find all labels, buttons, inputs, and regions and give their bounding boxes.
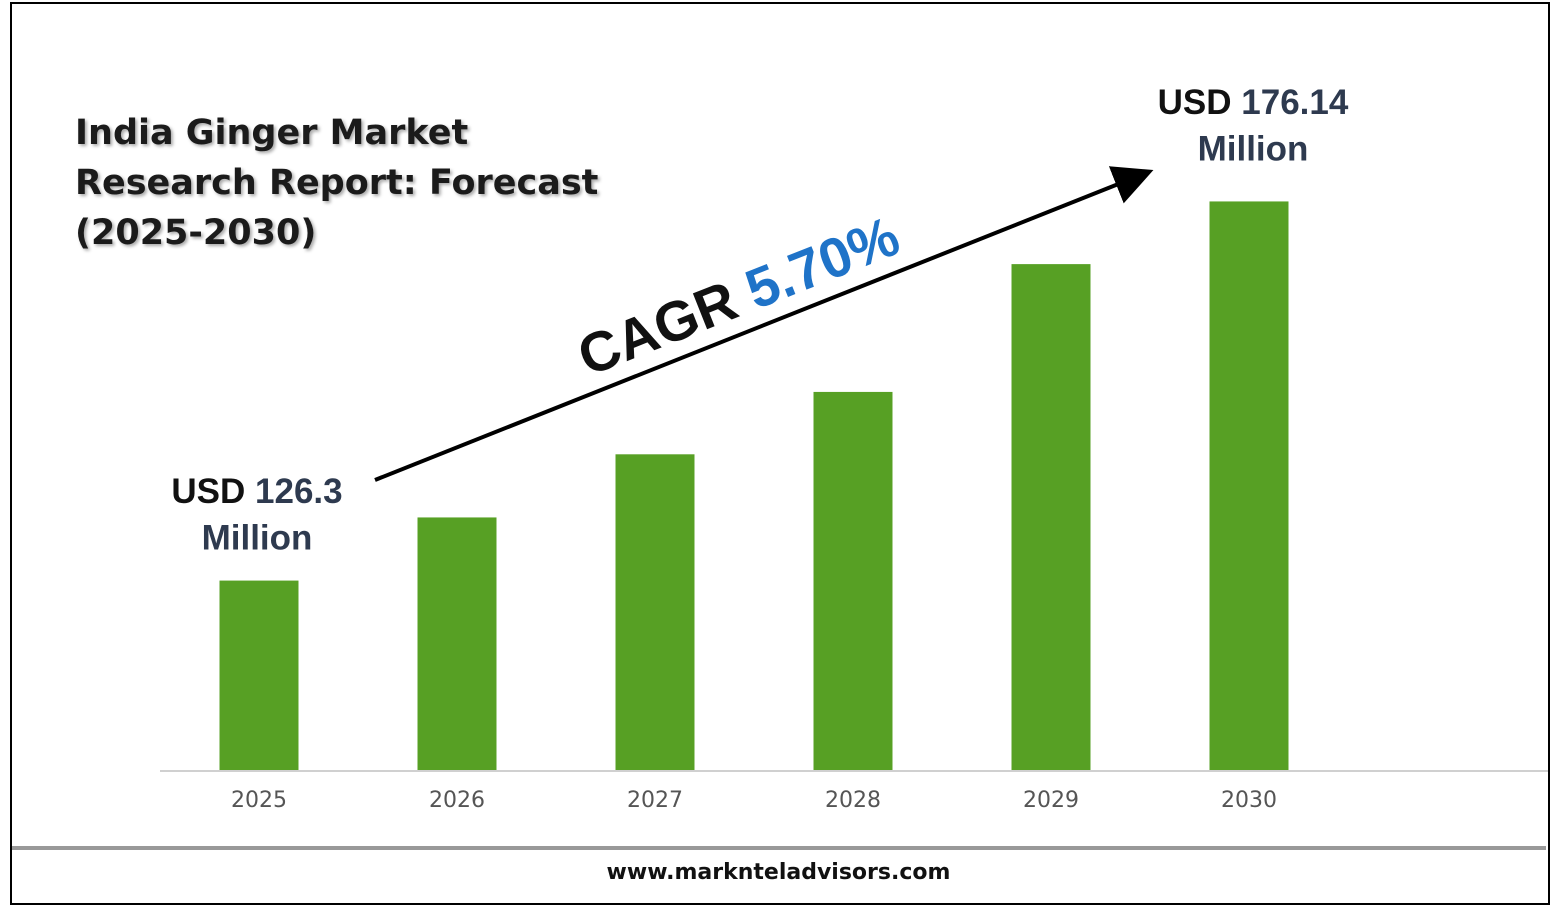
- cagr-arrow: [374, 166, 1154, 482]
- frame: [10, 2, 1550, 905]
- value-label: USD 176.14: [1158, 83, 1349, 122]
- x-tick-label: 2027: [627, 788, 683, 813]
- bar: [219, 580, 299, 770]
- value-label-unit: Million: [202, 518, 313, 557]
- bar: [1209, 201, 1289, 771]
- value-label-prefix: USD: [1158, 83, 1232, 122]
- value-label-prefix: USD: [171, 472, 245, 511]
- value-label-number: 176.14: [1241, 83, 1349, 122]
- x-tick-label: 2029: [1023, 788, 1079, 813]
- bar: [813, 391, 893, 770]
- value-label: USD 126.3: [171, 472, 342, 511]
- source: www.marknteladvisors.com: [606, 860, 951, 885]
- x-tick-label: 2030: [1221, 788, 1277, 813]
- x-tick-label: 2026: [429, 788, 485, 813]
- value-label-unit: Million: [1198, 129, 1309, 168]
- chart-title: India Ginger Market Research Report: For…: [75, 113, 599, 253]
- bar: [417, 517, 497, 770]
- x-tick-label: 2028: [825, 788, 881, 813]
- bar: [1011, 264, 1091, 770]
- value-label-number: 126.3: [255, 472, 343, 511]
- bar: [615, 454, 695, 770]
- x-tick-label: 2025: [231, 788, 287, 813]
